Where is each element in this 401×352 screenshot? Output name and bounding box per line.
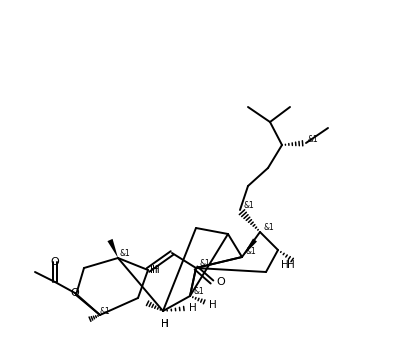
Text: H: H [161, 319, 169, 329]
Text: O: O [71, 288, 79, 298]
Text: H: H [161, 319, 169, 329]
Text: O: O [51, 257, 59, 267]
Text: H: H [189, 303, 197, 313]
Text: H: H [152, 265, 160, 275]
Polygon shape [242, 239, 257, 257]
Polygon shape [107, 239, 118, 258]
Text: H: H [281, 260, 289, 270]
Text: &1: &1 [100, 307, 111, 315]
Text: &1: &1 [245, 247, 256, 257]
Text: H: H [287, 260, 295, 270]
Text: H: H [150, 265, 158, 275]
Text: &1: &1 [193, 287, 204, 295]
Text: &1: &1 [243, 201, 254, 210]
Text: O: O [216, 277, 225, 287]
Text: &1: &1 [263, 224, 274, 233]
Text: &1: &1 [120, 249, 131, 258]
Text: &1: &1 [308, 134, 319, 144]
Text: &1: &1 [200, 258, 211, 268]
Text: H: H [209, 300, 217, 310]
